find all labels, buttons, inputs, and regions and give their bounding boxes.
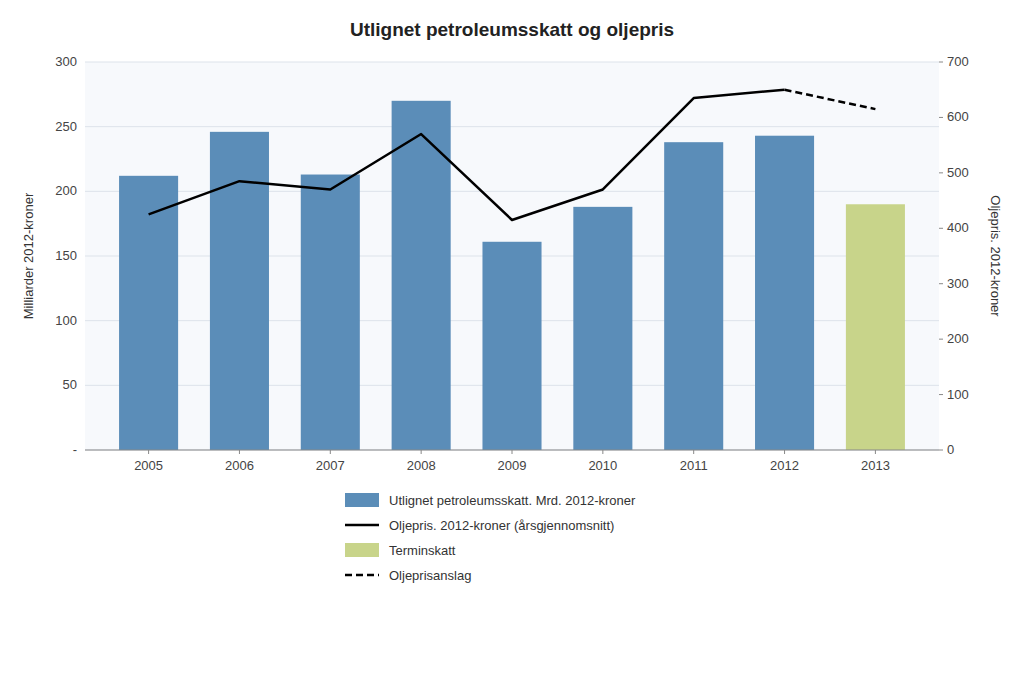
y2-tick-label: 700 bbox=[947, 54, 969, 69]
y-tick-label: - bbox=[73, 442, 77, 457]
bar bbox=[301, 175, 360, 450]
y-tick-label: 300 bbox=[55, 54, 77, 69]
legend-label: Terminskatt bbox=[389, 543, 456, 558]
x-tick-label: 2009 bbox=[498, 458, 527, 473]
x-tick bbox=[148, 450, 149, 454]
y2-tick-label: 500 bbox=[947, 165, 969, 180]
y2-tick-label: 0 bbox=[947, 442, 954, 457]
bar bbox=[210, 132, 269, 450]
x-tick-label: 2011 bbox=[680, 458, 708, 473]
y-tick-label: 200 bbox=[55, 183, 77, 198]
x-tick bbox=[239, 450, 240, 454]
x-tick bbox=[421, 450, 422, 454]
legend-label: Oljeprisanslag bbox=[389, 568, 471, 583]
legend-swatch bbox=[345, 524, 379, 527]
line bbox=[149, 90, 785, 220]
y2-tick bbox=[939, 117, 943, 118]
legend-label: Utlignet petroleumsskatt. Mrd. 2012-kron… bbox=[389, 493, 636, 508]
marks bbox=[119, 90, 905, 450]
grid-line bbox=[85, 450, 939, 451]
x-tick-label: 2008 bbox=[407, 458, 436, 473]
legend-swatch bbox=[345, 493, 379, 507]
legend-label: Oljepris. 2012-kroner (årsgjennomsnitt) bbox=[389, 518, 614, 533]
x-tick-label: 2007 bbox=[316, 458, 345, 473]
legend: Utlignet petroleumsskatt. Mrd. 2012-kron… bbox=[345, 493, 636, 583]
bar bbox=[119, 176, 178, 450]
x-tick bbox=[784, 450, 785, 454]
y2-tick-label: 100 bbox=[947, 387, 969, 402]
y2-axis-label: Oljepris. 2012-kroner bbox=[988, 195, 1003, 317]
x-tick-label: 2006 bbox=[225, 458, 254, 473]
legend-swatch bbox=[345, 574, 379, 577]
y2-tick-label: 200 bbox=[947, 331, 969, 346]
bar bbox=[664, 142, 723, 450]
y2-tick bbox=[939, 450, 943, 451]
y2-tick-label: 400 bbox=[947, 220, 969, 235]
y2-tick-label: 300 bbox=[947, 276, 969, 291]
plot-area bbox=[85, 62, 939, 450]
title: Utlignet petroleumsskatt og oljepris bbox=[350, 19, 674, 40]
legend-swatch bbox=[345, 543, 379, 557]
chart: Utlignet petroleumsskatt og oljepris - 50 1… bbox=[0, 0, 1024, 673]
y2-tick bbox=[939, 172, 943, 173]
x-tick-label: 2013 bbox=[861, 458, 890, 473]
x-tick-label: 2005 bbox=[134, 458, 163, 473]
bar bbox=[755, 136, 814, 450]
bar bbox=[846, 204, 905, 450]
bar bbox=[482, 242, 541, 450]
y-tick-label: 100 bbox=[55, 313, 77, 328]
y-tick-label: 50 bbox=[63, 377, 77, 392]
bar bbox=[573, 207, 632, 450]
x-axis-line bbox=[85, 450, 939, 451]
y-tick-label: 150 bbox=[55, 248, 77, 263]
y2-tick-label: 600 bbox=[947, 109, 969, 124]
y2-tick bbox=[939, 62, 943, 63]
x-tick bbox=[602, 450, 603, 454]
x-tick-label: 2010 bbox=[588, 458, 617, 473]
y2-tick bbox=[939, 228, 943, 229]
x-tick bbox=[693, 450, 694, 454]
x-tick-label: 2012 bbox=[770, 458, 799, 473]
grid-line bbox=[85, 62, 939, 63]
x-tick bbox=[875, 450, 876, 454]
line bbox=[785, 90, 876, 109]
y-tick-label: 250 bbox=[55, 119, 77, 134]
y-axis-label: Milliarder 2012-kroner bbox=[21, 192, 36, 319]
y2-tick bbox=[939, 283, 943, 284]
x-tick bbox=[512, 450, 513, 454]
y2-tick bbox=[939, 339, 943, 340]
x-tick bbox=[330, 450, 331, 454]
y2-tick bbox=[939, 394, 943, 395]
grid-line bbox=[85, 126, 939, 127]
